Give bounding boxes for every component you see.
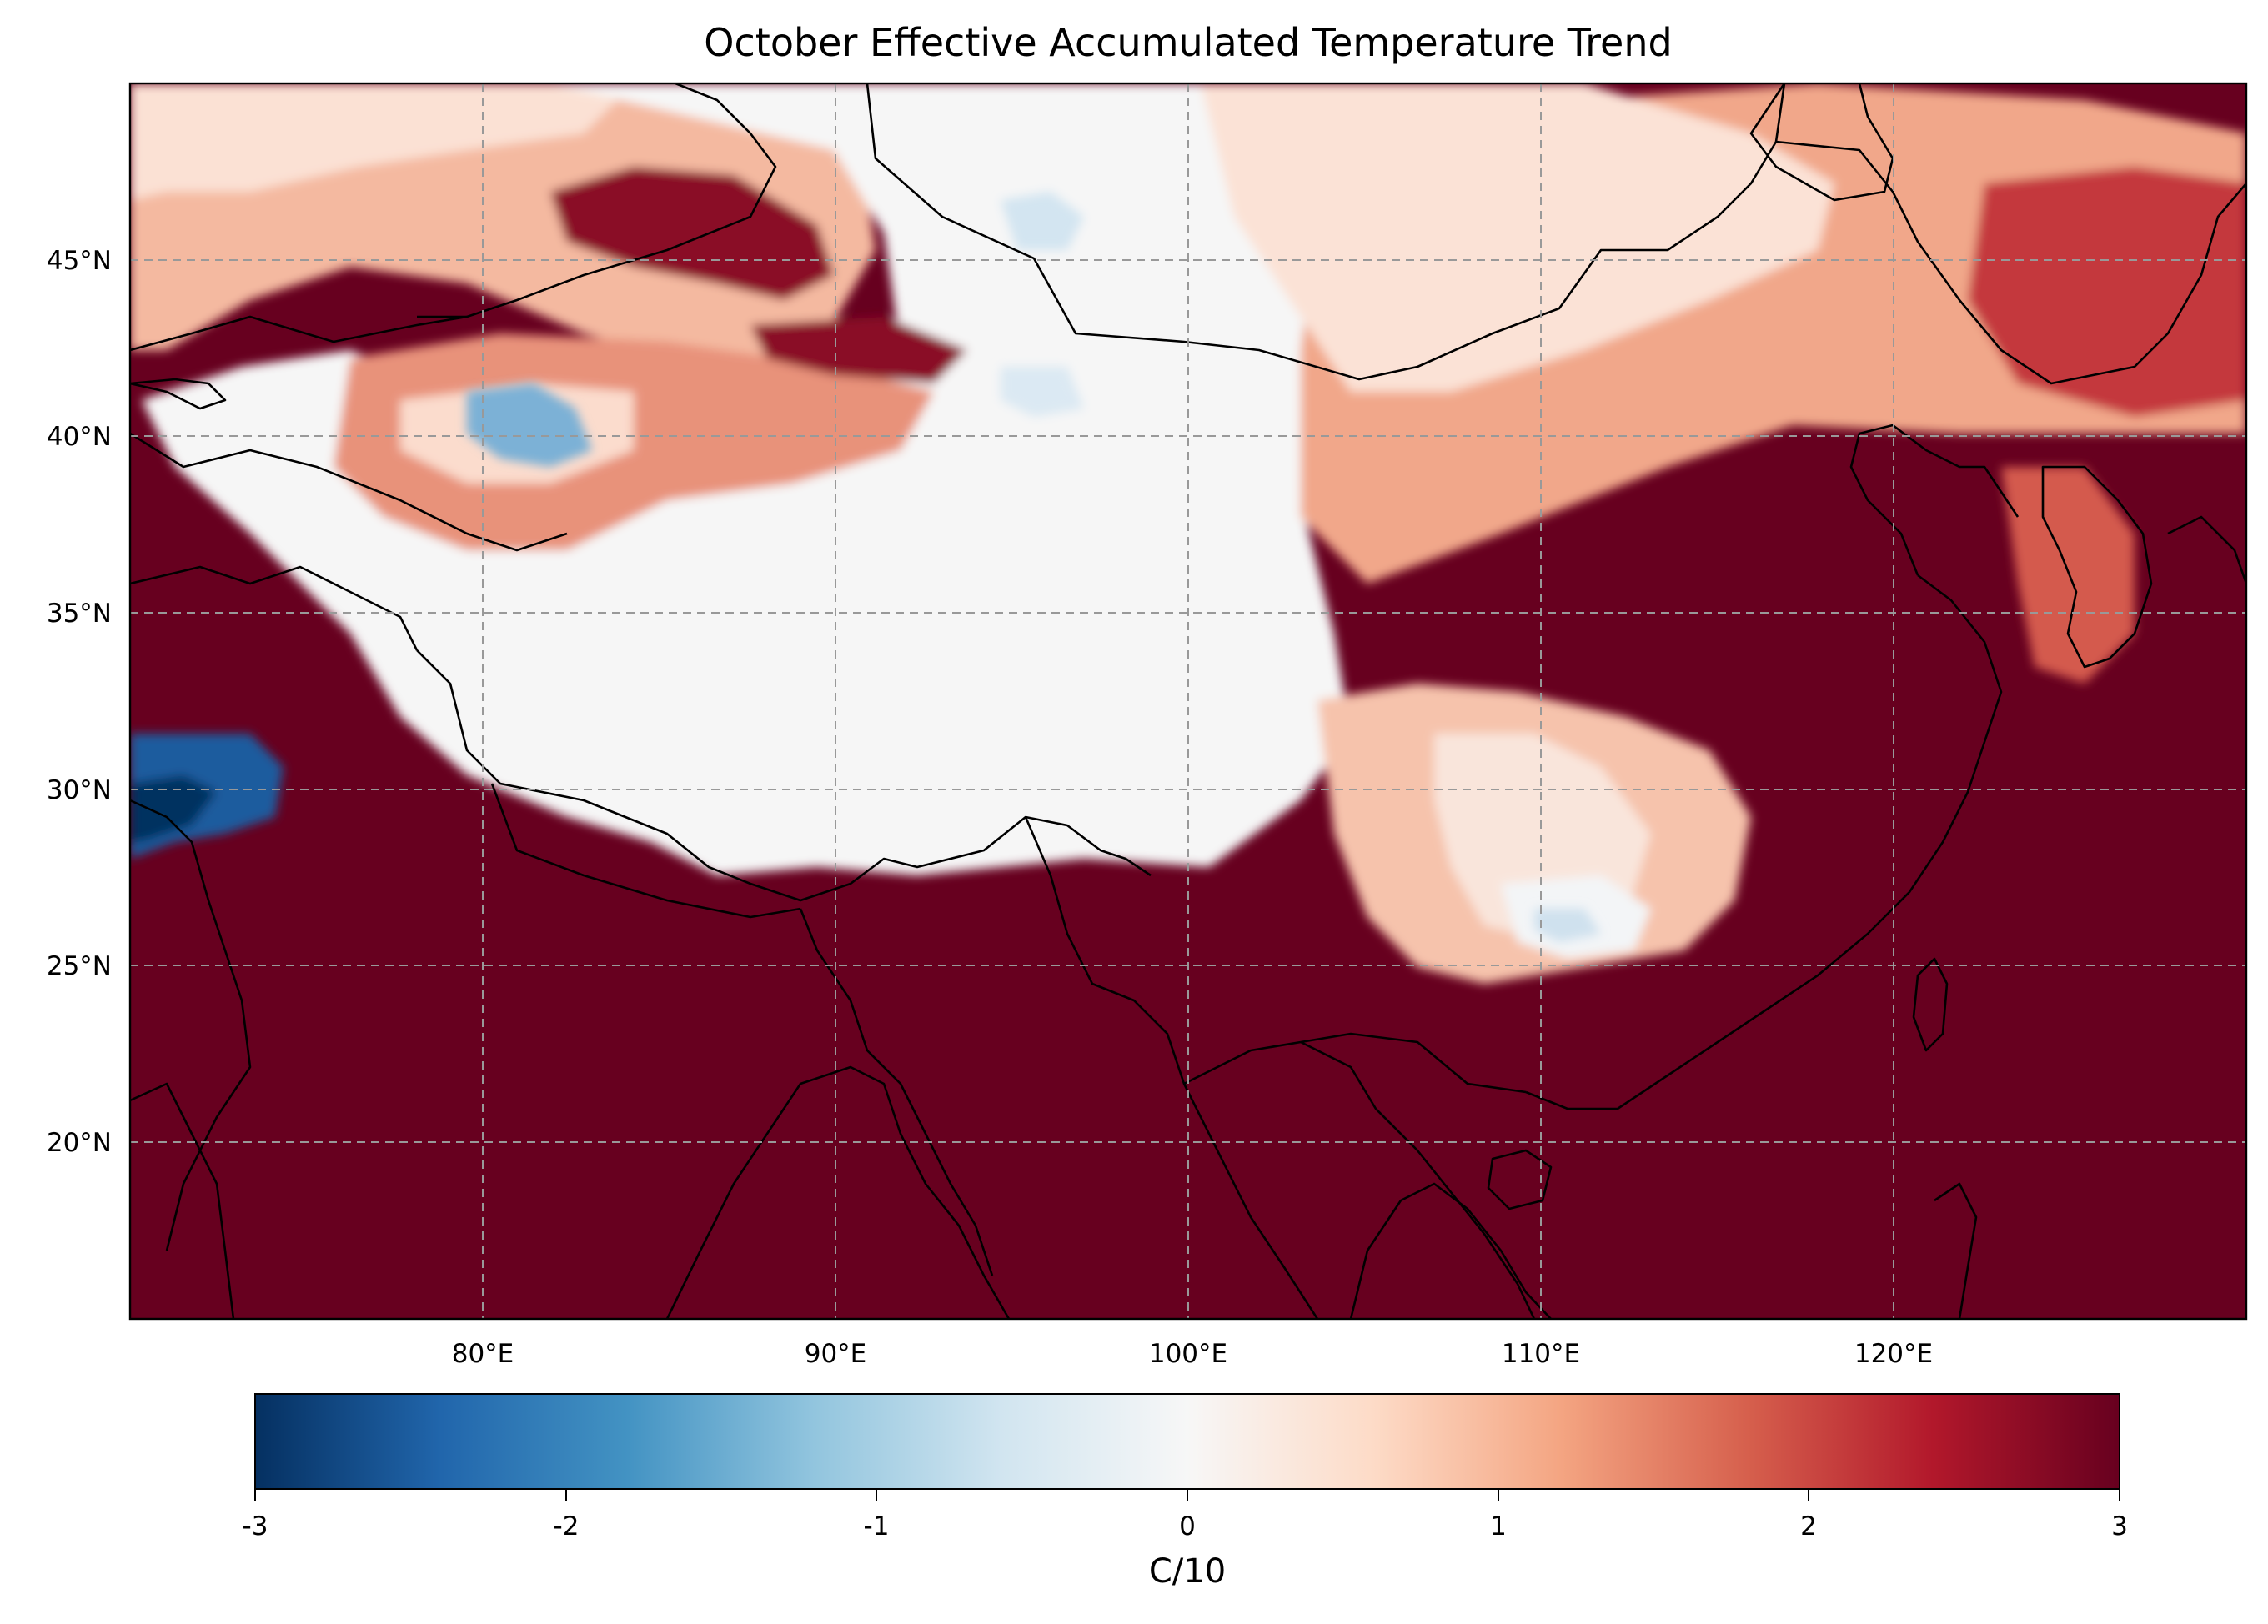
colorbar-tick-label: 0 xyxy=(1179,1511,1196,1541)
field-kazakh-dark xyxy=(550,167,834,300)
colorbar-tick-label: -3 xyxy=(243,1511,268,1541)
field-pakistan-cooling-core xyxy=(130,775,217,842)
border-myanmar-china xyxy=(1024,816,1302,1085)
border-myanmar-india xyxy=(799,908,994,1276)
lat-tick-label: 20°N xyxy=(47,1128,112,1158)
lat-tick-label: 30°N xyxy=(47,775,112,805)
field-gobi-cooling2 xyxy=(1001,367,1084,417)
colorbar-label: C/10 xyxy=(1148,1552,1227,1591)
map-title: October Effective Accumulated Temperatur… xyxy=(704,20,1673,65)
lon-tick-label: 90°E xyxy=(805,1339,867,1369)
border-north-east xyxy=(1749,83,1894,202)
border-himalaya-india-china xyxy=(416,649,1152,902)
border-kazakh-kyrgyz xyxy=(130,315,468,352)
borders-and-coastlines xyxy=(130,83,2246,1319)
field-korea-warm xyxy=(2001,467,2135,684)
coast-caspian xyxy=(130,378,227,410)
border-central-asia xyxy=(130,432,568,552)
border-thailand xyxy=(1182,1083,1319,1319)
colorbar-tick-label: 3 xyxy=(2111,1511,2128,1541)
field-northwest-light xyxy=(130,83,634,200)
coast-china-south xyxy=(1525,574,2003,1110)
map-frame xyxy=(128,82,2248,1321)
lon-tick-label: 80°E xyxy=(452,1339,514,1369)
trend-field xyxy=(130,83,2246,1319)
lat-tick-label: 35°N xyxy=(47,599,112,629)
border-laos-vietnam xyxy=(1300,1040,1536,1319)
colorbar-tick-label: 2 xyxy=(1800,1511,1817,1541)
field-northeast-dark xyxy=(1968,167,2246,417)
gridlines xyxy=(130,83,2246,1319)
field-tarim-cooling xyxy=(467,383,592,467)
lat-tick-label: 25°N xyxy=(47,951,112,981)
coast-india-west xyxy=(130,1082,235,1319)
border-china-vietnam xyxy=(1300,1032,1527,1094)
colorbar-ticks xyxy=(254,1489,2120,1501)
border-china-north xyxy=(866,83,1786,381)
coast-southeast-asia xyxy=(1349,1182,1552,1319)
lon-tick-label: 120°E xyxy=(1854,1339,1933,1369)
field-mongolia-pale xyxy=(1201,83,1834,392)
colorbar-tick-label: -1 xyxy=(864,1511,890,1541)
colorbar-gradient xyxy=(254,1393,2120,1490)
border-afghan-pak xyxy=(130,565,419,651)
coast-philippines xyxy=(1934,1182,1978,1319)
colorbar-tick-label: 1 xyxy=(1490,1511,1507,1541)
lat-tick-label: 40°N xyxy=(47,422,112,452)
lon-tick-label: 110°E xyxy=(1502,1339,1580,1369)
field-gobi-cooling xyxy=(1001,192,1084,250)
coast-japan-west xyxy=(2167,515,2246,584)
coast-bay-of-bengal xyxy=(665,1065,1011,1319)
coast-hainan xyxy=(1487,1149,1553,1210)
border-kazakh-china xyxy=(417,83,777,318)
coast-korea xyxy=(2041,465,2153,669)
field-kazakh-dark2 xyxy=(750,317,967,383)
lat-tick-label: 45°N xyxy=(47,246,112,276)
field-sichuan-cooling xyxy=(1534,909,1601,942)
coast-taiwan xyxy=(1912,957,1949,1052)
lon-tick-label: 100°E xyxy=(1149,1339,1227,1369)
border-india-nepal xyxy=(490,783,801,919)
colorbar-tick-label: -2 xyxy=(554,1511,580,1541)
colorbar: -3 -2 -1 0 1 2 3 xyxy=(243,1393,2128,1541)
